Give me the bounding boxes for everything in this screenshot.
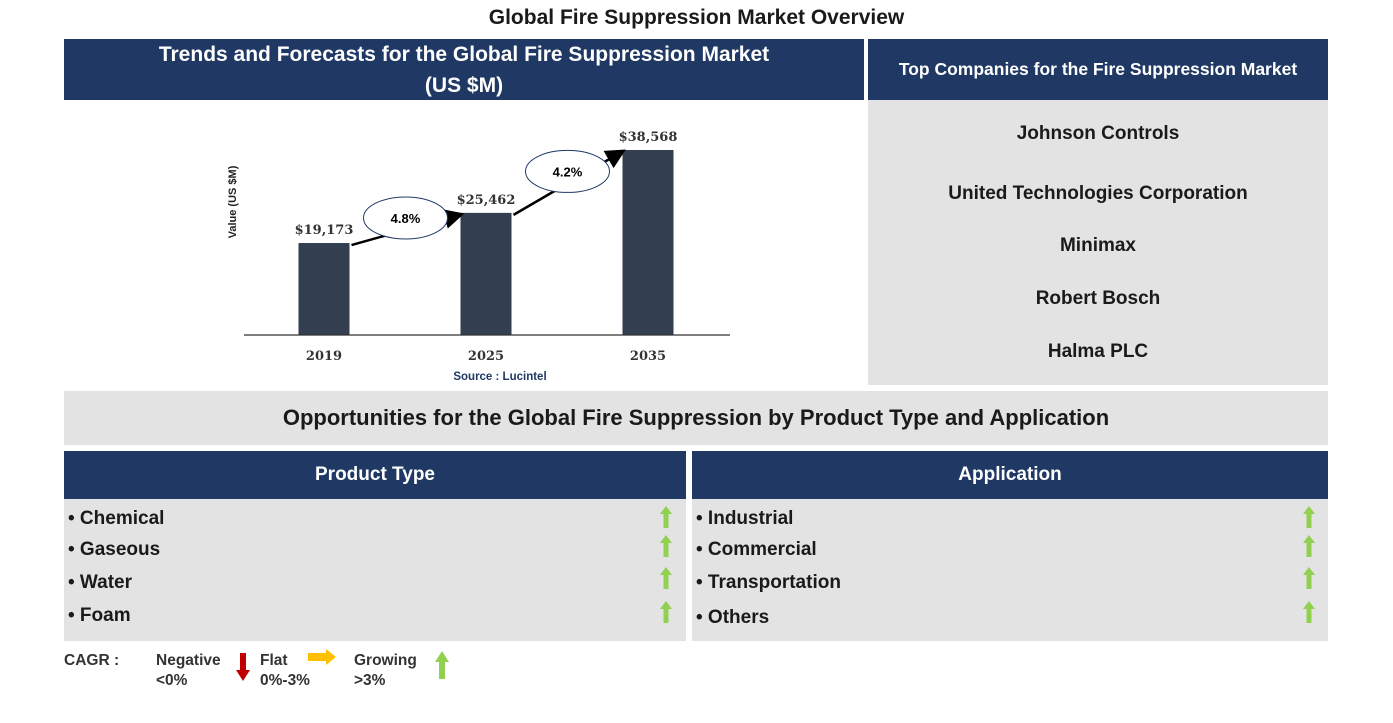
list-item: • Industrial xyxy=(696,508,794,529)
data-label: $38,568 xyxy=(619,130,678,145)
bar-2035 xyxy=(622,150,674,335)
legend-cagr-label: CAGR : xyxy=(64,652,120,669)
companies-panel: Johnson Controls United Technologies Cor… xyxy=(868,100,1328,385)
company-name: Halma PLC xyxy=(1047,341,1149,362)
negative-arrow-icon xyxy=(236,653,250,681)
chart-source: Source : Lucintel xyxy=(453,371,546,383)
legend-negative-label: Negative xyxy=(156,652,221,669)
bar-chart: Value (US $M) $19,173 2019 $25,462 2025 $38,… xyxy=(64,100,864,388)
company-name: Robert Bosch xyxy=(1035,288,1161,309)
legend-negative: Negative <0% xyxy=(156,651,221,691)
cagr-label: 4.8% xyxy=(391,211,421,226)
chart-header: Trends and Forecasts for the Global Fire… xyxy=(64,39,864,100)
data-label: $25,462 xyxy=(457,193,516,208)
bar-2025 xyxy=(460,212,512,335)
growing-arrow-icon xyxy=(1303,601,1315,623)
list-item: • Water xyxy=(68,572,133,593)
legend-growing-label: Growing xyxy=(354,652,417,669)
bar-2019 xyxy=(298,243,350,335)
legend-negative-range: <0% xyxy=(156,672,188,689)
y-axis-label: Value (US $M) xyxy=(227,165,239,238)
growing-arrow-icon xyxy=(1303,535,1315,557)
legend-flat: Flat 0%-3% xyxy=(260,651,310,691)
growing-arrow-icon xyxy=(660,506,672,528)
x-tick-label: 2019 xyxy=(306,349,342,364)
opportunities-header: Opportunities for the Global Fire Suppre… xyxy=(64,391,1328,445)
list-item: • Commercial xyxy=(696,539,817,560)
company-name: Minimax xyxy=(1059,235,1137,256)
page-title: Global Fire Suppression Market Overview xyxy=(488,6,905,29)
legend-growing: Growing >3% xyxy=(354,651,417,691)
growing-arrow-icon xyxy=(435,651,449,679)
bar-chart-svg: Value (US $M) $19,173 2019 $25,462 2025 $38,… xyxy=(227,130,730,383)
growing-arrow-icon xyxy=(660,535,672,557)
application-header: Application xyxy=(692,451,1328,499)
companies-header: Top Companies for the Fire Suppression M… xyxy=(868,39,1328,100)
growing-arrow-icon xyxy=(660,601,672,623)
legend-flat-range: 0%-3% xyxy=(260,672,310,689)
x-tick-label: 2025 xyxy=(468,349,504,364)
growing-arrow-icon xyxy=(1303,567,1315,589)
cagr-bubble xyxy=(363,196,448,240)
list-item: • Transportation xyxy=(696,572,841,593)
growing-arrow-icon xyxy=(1303,506,1315,528)
cagr-bubble xyxy=(525,149,610,193)
list-item: • Foam xyxy=(68,605,131,626)
application-list: • Industrial • Commercial • Transportati… xyxy=(692,499,1328,641)
growing-arrow-icon xyxy=(660,567,672,589)
data-label: $19,173 xyxy=(295,223,354,238)
product-type-list: • Chemical • Gaseous • Water • Foam xyxy=(64,499,686,641)
list-item: • Gaseous xyxy=(68,539,161,560)
company-name: Johnson Controls xyxy=(1016,123,1180,144)
legend-flat-label: Flat xyxy=(260,652,288,669)
list-item: • Chemical xyxy=(68,508,165,529)
legend-growing-range: >3% xyxy=(354,672,386,689)
flat-arrow-icon xyxy=(308,649,336,665)
chart-header-text: Trends and Forecasts for the Global Fire… xyxy=(158,42,770,97)
x-tick-label: 2035 xyxy=(630,349,666,364)
list-item: • Others xyxy=(696,607,770,628)
product-type-header: Product Type xyxy=(64,451,686,499)
company-name: United Technologies Corporation xyxy=(948,183,1248,204)
cagr-label: 4.2% xyxy=(553,164,583,179)
